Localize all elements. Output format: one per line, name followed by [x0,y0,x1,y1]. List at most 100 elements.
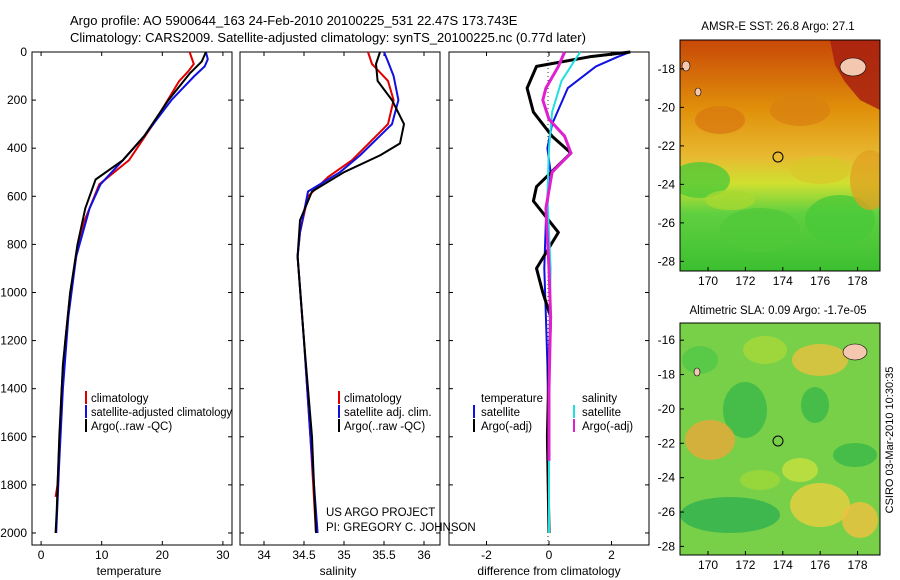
sst-map-title: AMSR-E SST: 26.8 Argo: 27.1 [701,21,854,33]
series-line-satellite [55,51,209,534]
map-x-tick-label: 176 [810,274,830,288]
legend-label-sal-argo: Argo(-adj) [582,421,633,433]
sla-map [680,323,880,555]
legend-label-satellite: satellite-adjusted climatology [91,407,232,419]
sla-texture-blob [792,344,848,376]
sst-map-axes: 170 172 174 176 178 -18 -20 -22 -24 -26 -28 [658,62,868,288]
salinity-legend: climatology satellite adj. clim. Argo(..… [338,391,432,433]
depth-axis: 0 200 400 600 800 1000 1200 1400 1600 1800 2000 [0,45,27,540]
temperature-x-axis: 0 10 20 30 [32,51,232,562]
sst-texture-blob [770,94,830,126]
map-x-tick-label: 178 [848,558,868,572]
sla-texture-blob [782,458,818,482]
legend-header-temperature: temperature [481,393,543,405]
temperature-axes [31,51,233,546]
sst-map [680,40,880,271]
map-x-tick-label: 170 [698,274,718,288]
depth-tick-label: 2000 [0,526,27,540]
salinity-axes [239,51,441,546]
depth-tick-label: 400 [7,141,27,155]
legend-label-argo: Argo(..raw -QC) [344,421,425,433]
island-fiji [839,57,867,77]
series-line-temp-argo-adj- [525,50,631,534]
salinity-x-axis: 34 34.5 35 35.5 36 [240,51,440,562]
sst-texture-blob [805,195,875,245]
x-tick-label: 35.5 [372,548,396,562]
sst-texture-blob [790,156,850,184]
legend-label-temp-argo: Argo(-adj) [481,421,532,433]
x-tick-label: 36 [417,548,431,562]
sla-texture-blob [790,483,850,527]
sla-texture-blob [685,420,735,460]
map-y-tick-label: -18 [658,62,676,76]
map-y-tick-label: -20 [658,100,676,114]
x-tick-label: 20 [156,548,170,562]
map-y-tick-label: -28 [658,539,676,553]
map-y-tick-label: -26 [658,505,676,519]
sla-map-title: Altimetric SLA: 0.09 Argo: -1.7e-05 [689,305,866,317]
series-line-argo [54,51,207,534]
map-x-tick-label: 176 [810,558,830,572]
difference-x-label: difference from climatology [477,564,620,578]
x-tick-label: -2 [481,548,492,562]
x-tick-label: 30 [216,548,230,562]
salinity-series [296,51,405,534]
island [681,60,691,72]
x-tick-label: 0 [38,548,45,562]
sla-texture-blob [833,443,877,467]
x-tick-label: 0 [546,548,553,562]
sla-texture-blob [682,346,718,374]
x-tick-label: 35 [337,548,351,562]
depth-tick-label: 1600 [0,430,27,444]
map-y-tick-label: -20 [658,402,676,416]
legend-label-sal-satellite: satellite [582,407,621,419]
sst-texture-blob [705,190,755,210]
island-fiji [842,343,868,361]
figure-title-line2: Climatology: CARS2009. Satellite-adjuste… [70,30,586,45]
temperature-legend: climatology satellite-adjusted climatolo… [85,391,232,433]
x-tick-label: 2 [608,548,615,562]
map-y-tick-label: -22 [658,139,676,153]
sst-texture-blob [695,106,745,134]
map-y-tick-label: -24 [658,471,676,485]
map-x-tick-label: 172 [735,558,755,572]
series-line-argo [296,51,405,534]
depth-tick-label: 1400 [0,382,27,396]
figure-title-line1: Argo profile: AO 5900644_163 24-Feb-2010… [70,13,518,28]
legend-label-temp-satellite: satellite [481,407,520,419]
map-y-tick-label: -16 [658,333,676,347]
temperature-x-label: temperature [97,564,162,578]
map-y-tick-label: -22 [658,436,676,450]
map-x-tick-label: 170 [698,558,718,572]
temperature-series [54,51,209,534]
depth-tick-label: 800 [7,237,27,251]
legend-label-climatology: climatology [91,393,149,405]
series-line-temp-satellite [543,51,631,533]
legend-label-climatology: climatology [344,393,402,405]
island [694,87,702,97]
sla-texture-blob [743,336,787,364]
map-y-tick-label: -24 [658,177,676,191]
map-y-tick-label: -26 [658,216,676,230]
legend-header-salinity: salinity [582,393,617,405]
island [693,367,701,377]
float-position-marker [772,151,784,163]
sla-map-frame [679,322,881,556]
sst-texture-blob [850,150,880,210]
timestamp-stamp: CSIRO 03-Mar-2010 10:30:35 [884,367,896,514]
depth-tick-label: 1200 [0,334,27,348]
sst-texture-blob [680,162,730,198]
pi-label: PI: GREGORY C. JOHNSON [326,522,476,534]
x-tick-label: 10 [95,548,109,562]
sla-map-axes: 170 172 174 176 178 -16 -18 -20 -22 -24 -26 -28 [658,333,868,572]
sla-texture-blob [801,387,829,423]
depth-tick-label: 0 [20,45,27,59]
map-x-tick-label: 178 [848,274,868,288]
difference-series [525,50,631,534]
sla-texture-blob [740,470,780,490]
map-x-tick-label: 174 [773,558,793,572]
x-tick-label: 34.5 [292,548,316,562]
legend-label-argo: Argo(..raw -QC) [91,421,172,433]
difference-legend: temperature satellite Argo(-adj) salinit… [473,393,633,433]
